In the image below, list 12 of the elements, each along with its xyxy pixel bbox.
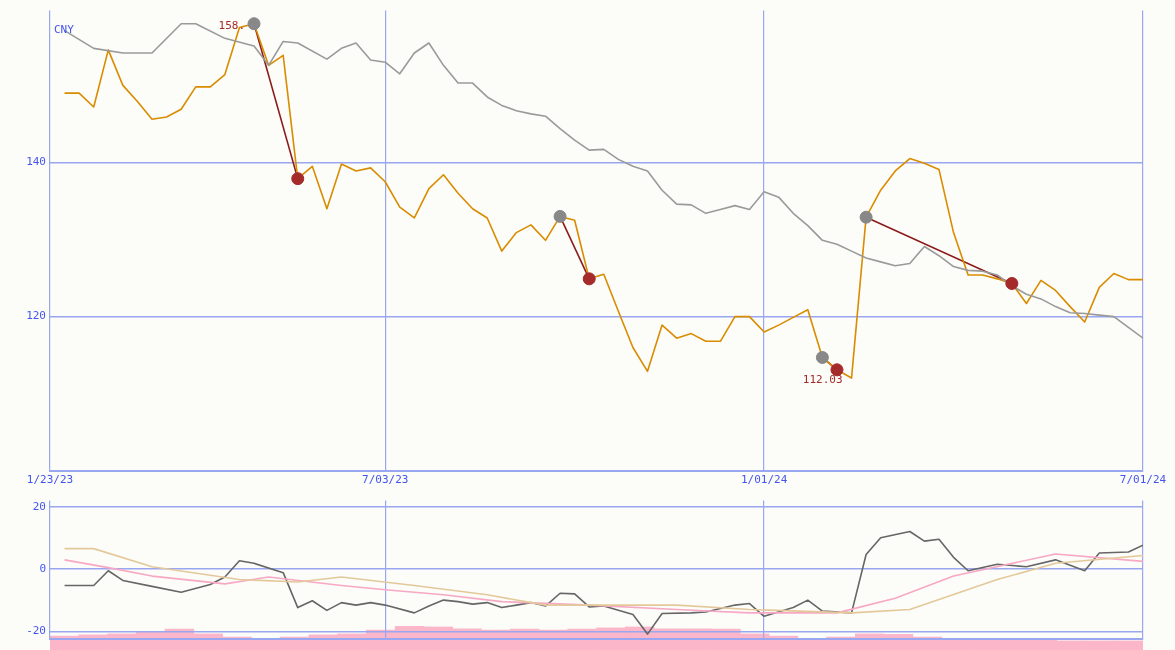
y-tick-label: 0 <box>39 562 46 576</box>
x-tick-label: 1/23/23 <box>26 473 74 487</box>
y-tick-label: 20 <box>32 499 46 513</box>
annotation: 112.03 <box>802 372 843 386</box>
x-tick-label: 1/01/24 <box>740 473 788 487</box>
y-tick-label: 140 <box>26 155 46 169</box>
x-tick-label: 7/03/23 <box>362 473 409 487</box>
y-axis-title: CNY <box>54 22 75 36</box>
y-tick-label: 120 <box>26 309 46 323</box>
annotation: 158. <box>218 18 246 32</box>
y-tick-label: -20 <box>26 624 46 638</box>
x-tick-label: 7/01/24 <box>1119 473 1167 487</box>
